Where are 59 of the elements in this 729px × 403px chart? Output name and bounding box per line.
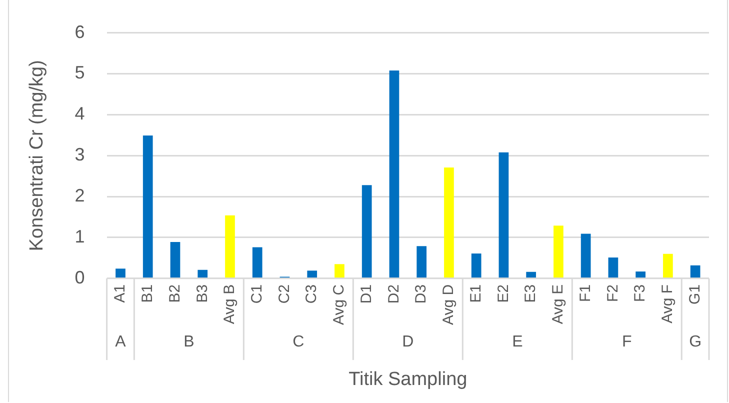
y-tick-label: 6 xyxy=(74,22,85,42)
x-tick-label: Avg E xyxy=(550,284,567,324)
text: F xyxy=(622,333,632,350)
y-tick-label: 3 xyxy=(74,144,85,165)
text: D xyxy=(402,333,414,350)
bar xyxy=(389,70,400,278)
bar xyxy=(526,272,536,278)
bar xyxy=(416,246,427,278)
x-tick-label: A1 xyxy=(112,284,129,303)
bar xyxy=(252,247,262,278)
y-tick-label: 2 xyxy=(74,186,85,206)
bar xyxy=(636,271,646,278)
text: C xyxy=(292,333,304,350)
y-tick-label: 4 xyxy=(74,104,85,124)
bar xyxy=(663,254,673,278)
bar xyxy=(608,258,618,278)
bar xyxy=(116,268,126,278)
bar xyxy=(225,215,235,278)
bar xyxy=(142,136,153,278)
y-axis-title: Konsentrati Cr (mg/kg) xyxy=(26,60,48,252)
text: A xyxy=(115,333,126,350)
bar xyxy=(362,185,372,278)
bar xyxy=(471,253,482,278)
x-tick-label: B2 xyxy=(166,284,184,303)
x-axis-title: Titik Sampling xyxy=(348,369,468,390)
bar xyxy=(444,167,454,278)
x-tick-label: C1 xyxy=(248,284,266,304)
x-tick-label: F3 xyxy=(632,284,649,302)
x-tick-label: G1 xyxy=(686,284,704,304)
bar xyxy=(170,242,180,278)
bar xyxy=(498,152,509,278)
x-tick-label: D3 xyxy=(412,284,430,304)
x-tick-label: Avg C xyxy=(330,284,348,325)
bar xyxy=(198,270,208,278)
x-tick-label: B3 xyxy=(194,284,211,303)
bar xyxy=(580,234,591,278)
x-tick-label: E2 xyxy=(494,284,512,303)
x-tick-label: E1 xyxy=(467,284,484,303)
text: B xyxy=(184,333,194,350)
x-tick-label: D1 xyxy=(358,284,375,304)
y-tick-label: 0 xyxy=(74,267,85,288)
bar xyxy=(334,264,344,278)
x-tick-label: Avg F xyxy=(659,284,676,324)
x-tick-label: F1 xyxy=(576,284,594,302)
x-tick-label: B1 xyxy=(139,284,156,303)
x-tick-label: F2 xyxy=(604,284,622,302)
x-tick-label: C3 xyxy=(303,284,320,304)
text: E xyxy=(512,333,523,350)
text: G xyxy=(689,333,702,350)
x-tick-label: Avg D xyxy=(440,284,458,325)
x-tick-label: Avg B xyxy=(221,284,238,324)
bar xyxy=(690,265,700,278)
x-tick-label: E3 xyxy=(522,284,540,303)
y-tick-label: 1 xyxy=(74,226,85,246)
x-tick-label: C2 xyxy=(276,284,293,304)
bar xyxy=(554,226,564,278)
x-tick-label: D2 xyxy=(385,284,402,304)
bar xyxy=(307,270,318,278)
y-tick-label: 5 xyxy=(74,62,85,83)
